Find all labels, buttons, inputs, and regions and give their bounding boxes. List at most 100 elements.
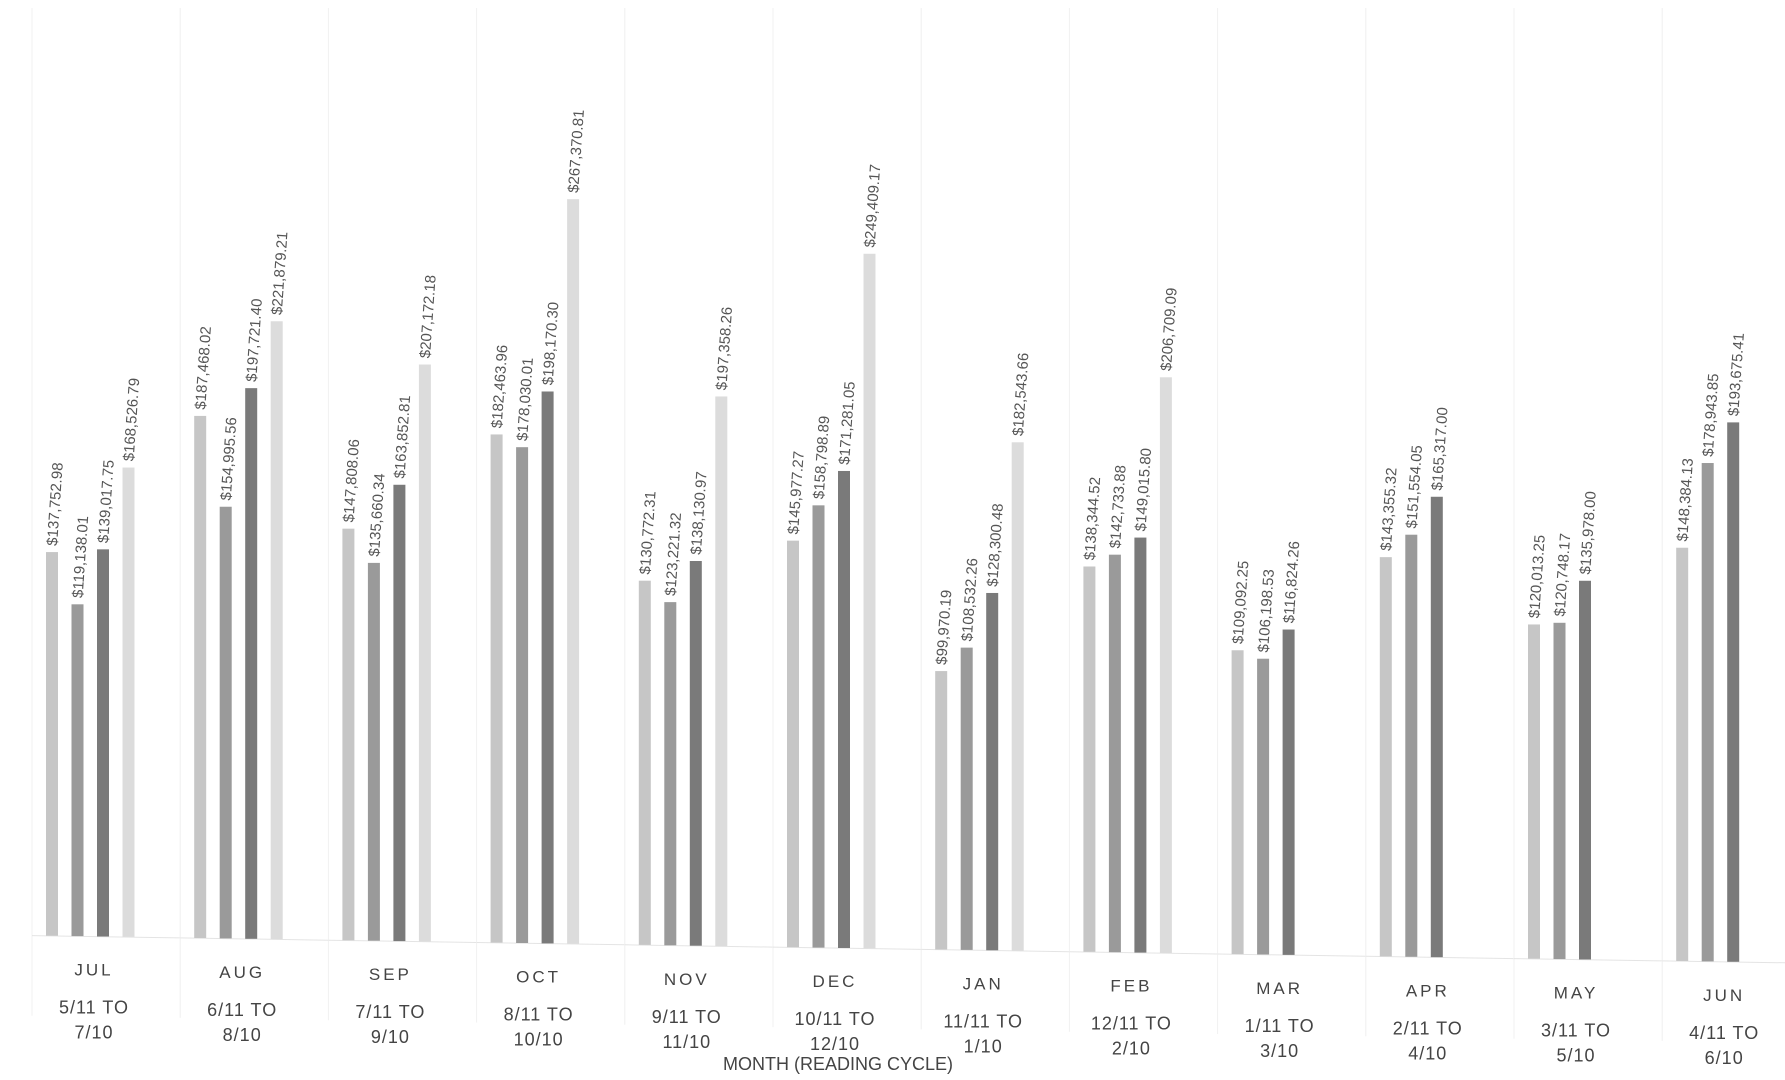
bar-jan-series-4 <box>1011 442 1024 951</box>
bar-mar-series-1 <box>1231 650 1244 955</box>
data-label: $207,172.18 <box>417 274 440 358</box>
x-tick-label-cycle-end: 5/10 <box>1556 1046 1595 1066</box>
x-tick-label-cycle-start: 10/11 TO <box>794 1009 875 1029</box>
x-tick-label-cycle-end: 4/10 <box>1408 1043 1447 1063</box>
x-tick-label-cycle-start: 3/11 TO <box>1541 1021 1611 1041</box>
baseline-segment <box>328 939 477 944</box>
bar-sep-series-4 <box>418 364 431 942</box>
x-tick-label-month: JUN <box>1703 986 1745 1005</box>
x-tick-label-month: JAN <box>963 974 1004 993</box>
data-label: $178,943.85 <box>1700 373 1723 457</box>
x-tick-label-cycle-end: 2/10 <box>1112 1039 1151 1059</box>
bar-aug-series-4 <box>270 321 283 940</box>
baseline-segment <box>921 948 1070 953</box>
data-label: $106,198.53 <box>1255 569 1278 653</box>
bar-sep-series-1 <box>342 528 355 941</box>
data-label: $151,554.05 <box>1403 445 1426 529</box>
data-label: $119,138.01 <box>70 515 93 598</box>
data-label: $198,170.30 <box>540 301 563 385</box>
bar-aug-series-2 <box>219 506 232 939</box>
data-label: $137,752.98 <box>44 462 67 546</box>
bar-dec-series-3 <box>838 470 850 948</box>
bar-jul-series-1 <box>46 552 58 936</box>
x-tick-label-cycle-end: 8/10 <box>223 1025 262 1045</box>
x-tick-label-month: NOV <box>664 970 710 989</box>
bar-jan-series-2 <box>960 647 973 950</box>
bar-nov-series-4 <box>715 396 728 947</box>
bar-feb-series-2 <box>1108 554 1121 953</box>
x-tick-label-cycle-end: 7/10 <box>74 1023 113 1043</box>
x-tick-label-cycle-start: 12/11 TO <box>1091 1014 1172 1034</box>
data-label: $120,013.25 <box>1526 534 1549 618</box>
data-label: $206,709.09 <box>1158 287 1181 371</box>
baseline-segment <box>180 937 329 941</box>
x-tick-label-month: AUG <box>219 963 265 982</box>
data-label: $182,463.96 <box>489 344 512 428</box>
data-label: $135,660.34 <box>366 473 389 557</box>
data-label: $168,526.79 <box>121 377 144 461</box>
x-tick-label-cycle-end: 10/10 <box>514 1030 564 1050</box>
x-tick-label-cycle-start: 8/11 TO <box>504 1005 574 1025</box>
data-label: $148,384.13 <box>1674 458 1697 542</box>
x-tick-label-cycle-start: 1/11 TO <box>1245 1016 1315 1036</box>
data-label: $139,017.75 <box>95 459 118 543</box>
baseline-segment <box>1217 953 1366 957</box>
x-axis-labels-layer: JUL 5/11 TO 7/10 AUG 6/11 TO 8/10 SEP 7/11 TO 9/… <box>59 961 1758 1068</box>
bars-layer <box>46 199 1740 962</box>
bar-apr-series-3 <box>1430 496 1443 958</box>
x-tick-label-month: OCT <box>516 968 561 987</box>
baseline-segment <box>624 944 774 948</box>
bar-sep-series-3 <box>393 484 406 942</box>
x-tick-label-cycle-end: 11/10 <box>662 1032 711 1052</box>
x-tick-label-cycle-end: 1/10 <box>964 1036 1003 1056</box>
bar-aug-series-1 <box>194 415 207 939</box>
bar-jan-series-3 <box>986 592 999 951</box>
data-label: $149,015.80 <box>1132 447 1155 531</box>
data-label: $165,317.00 <box>1429 407 1452 491</box>
bar-jan-series-1 <box>935 671 948 950</box>
bar-jun-series-3 <box>1727 422 1740 962</box>
data-label: $116,824.26 <box>1281 541 1304 624</box>
data-label: $154,995.56 <box>218 417 241 501</box>
bar-feb-series-1 <box>1083 566 1096 952</box>
data-label: $171,281.05 <box>836 381 859 465</box>
bar-nov-series-2 <box>664 602 677 946</box>
baseline-segment <box>1662 960 1785 964</box>
bar-jul-series-4 <box>122 467 135 937</box>
x-tick-label-cycle-start: 6/11 TO <box>207 1000 277 1020</box>
data-label: $197,358.26 <box>713 306 736 390</box>
bar-oct-series-2 <box>516 447 529 943</box>
bar-jun-series-2 <box>1701 463 1714 962</box>
x-tick-label-month: APR <box>1406 981 1450 1000</box>
x-tick-label-cycle-end: 12/10 <box>810 1034 860 1054</box>
baseline-segment <box>1365 955 1515 960</box>
bar-oct-series-4 <box>567 199 580 944</box>
bar-oct-series-1 <box>490 434 503 943</box>
data-label: $138,344.52 <box>1081 476 1104 560</box>
x-tick-label-month: MAR <box>1256 979 1303 998</box>
bar-oct-series-3 <box>541 391 554 944</box>
x-tick-label-cycle-start: 5/11 TO <box>59 998 129 1018</box>
data-label: $163,852.81 <box>391 395 414 479</box>
data-label: $123,221.32 <box>662 512 685 596</box>
bar-apr-series-1 <box>1379 557 1392 957</box>
category-dividers <box>31 8 1785 1041</box>
x-tick-label-cycle-start: 2/11 TO <box>1393 1018 1463 1038</box>
bar-apr-series-2 <box>1405 534 1418 957</box>
x-tick-label-cycle-start: 9/11 TO <box>652 1007 722 1027</box>
data-label: $138,130.97 <box>688 471 711 555</box>
x-tick-label-cycle-end: 9/10 <box>371 1027 410 1047</box>
value-labels-layer: $137,752.98$119,138.01$139,017.75$168,52… <box>44 109 1748 665</box>
bar-feb-series-4 <box>1159 377 1172 953</box>
data-label: $249,409.17 <box>862 164 885 248</box>
x-tick-label-month: FEB <box>1110 977 1152 996</box>
data-label: $130,772.31 <box>637 491 660 575</box>
bar-aug-series-3 <box>245 388 258 939</box>
data-label: $147,808.06 <box>340 439 363 523</box>
bar-may-series-3 <box>1579 580 1591 960</box>
baseline-segment <box>31 935 181 939</box>
baseline-segment <box>1069 951 1218 955</box>
data-label: $120,748.17 <box>1552 533 1575 617</box>
data-label: $158,798.89 <box>811 415 834 499</box>
